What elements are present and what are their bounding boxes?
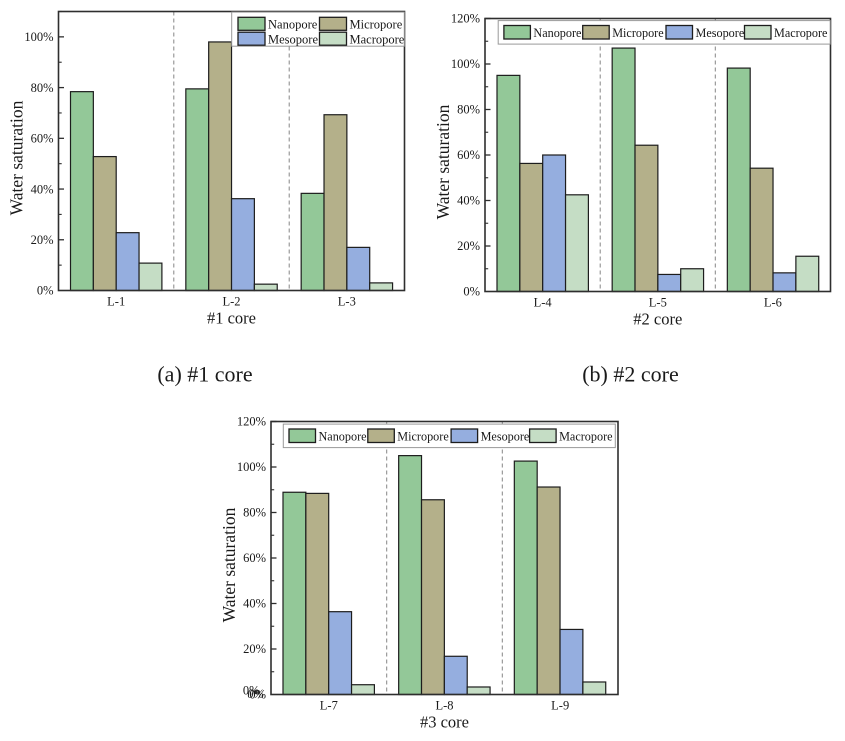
svg-text:120%: 120% — [451, 12, 480, 26]
svg-text:80%: 80% — [31, 81, 54, 95]
svg-text:Micropore: Micropore — [350, 18, 403, 32]
svg-text:20%: 20% — [243, 642, 266, 656]
svg-text:100%: 100% — [451, 57, 480, 71]
svg-text:Nanopore: Nanopore — [533, 26, 581, 40]
svg-text:60%: 60% — [243, 551, 266, 565]
svg-text:L-1: L-1 — [107, 295, 125, 309]
svg-text:Mesopore: Mesopore — [696, 26, 745, 40]
svg-text:0%: 0% — [243, 684, 260, 698]
svg-text:L-7: L-7 — [320, 699, 338, 713]
svg-text:L-3: L-3 — [338, 295, 356, 309]
svg-text:L-4: L-4 — [534, 296, 553, 310]
svg-text:L-6: L-6 — [764, 296, 782, 310]
svg-text:Macropore: Macropore — [350, 33, 405, 47]
svg-text:Water saturation: Water saturation — [7, 100, 27, 215]
svg-text:L-8: L-8 — [435, 699, 453, 713]
svg-text:Macropore: Macropore — [559, 430, 612, 444]
svg-text:40%: 40% — [31, 182, 54, 196]
svg-text:Nanopore: Nanopore — [319, 430, 367, 444]
svg-text:Mesopore: Mesopore — [268, 33, 318, 47]
svg-text:0%: 0% — [463, 285, 480, 299]
svg-text:120%: 120% — [237, 415, 266, 429]
svg-text:80%: 80% — [457, 103, 480, 117]
svg-text:60%: 60% — [457, 148, 480, 162]
svg-text:Mesopore: Mesopore — [481, 430, 530, 444]
svg-text:40%: 40% — [243, 597, 266, 611]
svg-text:20%: 20% — [457, 239, 480, 253]
svg-text:Micropore: Micropore — [612, 26, 663, 40]
svg-text:0%: 0% — [249, 688, 266, 702]
svg-text:0%: 0% — [37, 284, 54, 298]
svg-text:Nanopore: Nanopore — [268, 18, 318, 32]
svg-text:(a) #1 core: (a) #1 core — [157, 362, 252, 387]
svg-text:100%: 100% — [237, 460, 266, 474]
svg-text:L-5: L-5 — [649, 296, 667, 310]
svg-text:Water saturation: Water saturation — [433, 104, 453, 219]
svg-text:20%: 20% — [31, 233, 54, 247]
svg-text:0%: 0% — [247, 687, 264, 701]
svg-text:#2 core: #2 core — [633, 310, 682, 329]
svg-text:#3 core: #3 core — [420, 713, 469, 732]
svg-text:Water saturation: Water saturation — [219, 507, 239, 622]
svg-text:L-2: L-2 — [222, 295, 240, 309]
svg-text:Macropore: Macropore — [774, 26, 827, 40]
svg-text:80%: 80% — [243, 506, 266, 520]
svg-text:Micropore: Micropore — [397, 430, 448, 444]
svg-text:60%: 60% — [31, 132, 54, 146]
svg-text:#1 core: #1 core — [207, 309, 256, 328]
svg-text:L-9: L-9 — [551, 699, 569, 713]
svg-text:40%: 40% — [457, 194, 480, 208]
svg-text:(b) #2 core: (b) #2 core — [582, 362, 679, 387]
svg-text:100%: 100% — [24, 30, 53, 44]
